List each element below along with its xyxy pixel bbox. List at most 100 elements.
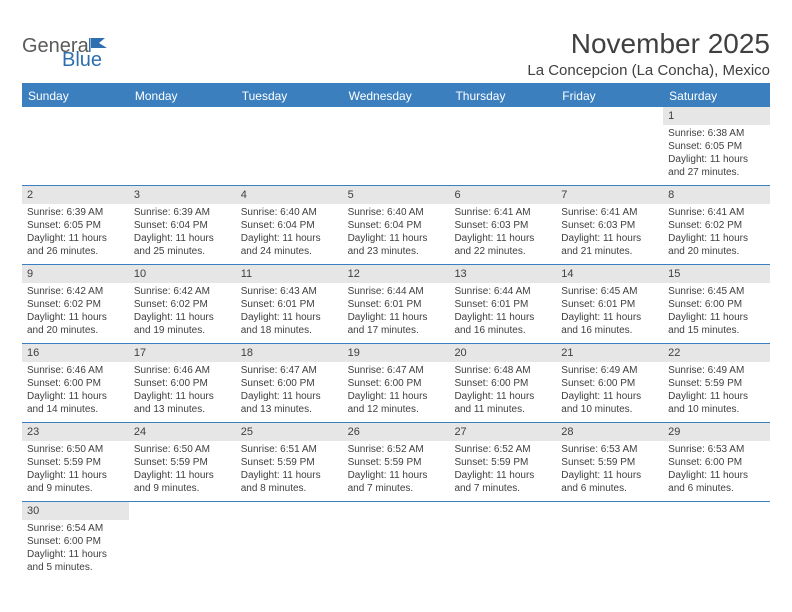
day-number: 11 (236, 265, 343, 283)
day-details: Sunrise: 6:40 AMSunset: 6:04 PMDaylight:… (343, 204, 450, 262)
daylight-text: Daylight: 11 hours and 10 minutes. (668, 390, 765, 416)
daylight-text: Daylight: 11 hours and 20 minutes. (668, 232, 765, 258)
calendar-cell: 9Sunrise: 6:42 AMSunset: 6:02 PMDaylight… (22, 265, 129, 343)
day-number: 25 (236, 423, 343, 441)
day-number: 12 (343, 265, 450, 283)
week-row: 23Sunrise: 6:50 AMSunset: 5:59 PMDayligh… (22, 423, 770, 502)
day-number: 5 (343, 186, 450, 204)
calendar-cell-empty (556, 502, 663, 580)
empty-daynum (449, 107, 556, 125)
day-number: 3 (129, 186, 236, 204)
day-details: Sunrise: 6:48 AMSunset: 6:00 PMDaylight:… (449, 362, 556, 420)
logo: Genera Blue (22, 36, 111, 70)
day-details: Sunrise: 6:39 AMSunset: 6:04 PMDaylight:… (129, 204, 236, 262)
sunrise-text: Sunrise: 6:49 AM (668, 364, 765, 377)
sunset-text: Sunset: 6:00 PM (241, 377, 338, 390)
calendar-cell: 23Sunrise: 6:50 AMSunset: 5:59 PMDayligh… (22, 423, 129, 501)
sunset-text: Sunset: 5:59 PM (561, 456, 658, 469)
sunrise-text: Sunrise: 6:50 AM (27, 443, 124, 456)
day-details: Sunrise: 6:41 AMSunset: 6:02 PMDaylight:… (663, 204, 770, 262)
sunset-text: Sunset: 6:01 PM (454, 298, 551, 311)
calendar-cell: 20Sunrise: 6:48 AMSunset: 6:00 PMDayligh… (449, 344, 556, 422)
sunrise-text: Sunrise: 6:48 AM (454, 364, 551, 377)
day-number: 8 (663, 186, 770, 204)
calendar-cell: 15Sunrise: 6:45 AMSunset: 6:00 PMDayligh… (663, 265, 770, 343)
day-number: 27 (449, 423, 556, 441)
sunset-text: Sunset: 6:00 PM (134, 377, 231, 390)
empty-daynum (22, 107, 129, 125)
calendar-cell: 29Sunrise: 6:53 AMSunset: 6:00 PMDayligh… (663, 423, 770, 501)
calendar-cell: 17Sunrise: 6:46 AMSunset: 6:00 PMDayligh… (129, 344, 236, 422)
day-details: Sunrise: 6:41 AMSunset: 6:03 PMDaylight:… (556, 204, 663, 262)
daylight-text: Daylight: 11 hours and 16 minutes. (454, 311, 551, 337)
calendar-cell: 12Sunrise: 6:44 AMSunset: 6:01 PMDayligh… (343, 265, 450, 343)
empty-daynum (129, 107, 236, 125)
day-number: 13 (449, 265, 556, 283)
day-number: 28 (556, 423, 663, 441)
sunset-text: Sunset: 6:00 PM (27, 535, 124, 548)
calendar-cell: 14Sunrise: 6:45 AMSunset: 6:01 PMDayligh… (556, 265, 663, 343)
sunset-text: Sunset: 6:01 PM (241, 298, 338, 311)
sunset-text: Sunset: 6:00 PM (561, 377, 658, 390)
calendar-cell: 25Sunrise: 6:51 AMSunset: 5:59 PMDayligh… (236, 423, 343, 501)
calendar-cell: 5Sunrise: 6:40 AMSunset: 6:04 PMDaylight… (343, 186, 450, 264)
day-number: 30 (22, 502, 129, 520)
sunrise-text: Sunrise: 6:46 AM (27, 364, 124, 377)
daylight-text: Daylight: 11 hours and 20 minutes. (27, 311, 124, 337)
day-details: Sunrise: 6:50 AMSunset: 5:59 PMDaylight:… (22, 441, 129, 499)
sunrise-text: Sunrise: 6:50 AM (134, 443, 231, 456)
sunrise-text: Sunrise: 6:41 AM (668, 206, 765, 219)
sunrise-text: Sunrise: 6:52 AM (348, 443, 445, 456)
calendar-cell: 11Sunrise: 6:43 AMSunset: 6:01 PMDayligh… (236, 265, 343, 343)
day-number: 9 (22, 265, 129, 283)
calendar-cell: 30Sunrise: 6:54 AMSunset: 6:00 PMDayligh… (22, 502, 129, 580)
day-number: 22 (663, 344, 770, 362)
day-header: Friday (556, 85, 663, 107)
calendar-cell: 3Sunrise: 6:39 AMSunset: 6:04 PMDaylight… (129, 186, 236, 264)
daylight-text: Daylight: 11 hours and 7 minutes. (348, 469, 445, 495)
sunset-text: Sunset: 6:01 PM (348, 298, 445, 311)
day-details: Sunrise: 6:50 AMSunset: 5:59 PMDaylight:… (129, 441, 236, 499)
day-number: 20 (449, 344, 556, 362)
calendar-cell-empty (129, 107, 236, 185)
sunrise-text: Sunrise: 6:43 AM (241, 285, 338, 298)
day-number: 15 (663, 265, 770, 283)
day-number: 18 (236, 344, 343, 362)
calendar-cell-empty (22, 107, 129, 185)
sunrise-text: Sunrise: 6:40 AM (348, 206, 445, 219)
daylight-text: Daylight: 11 hours and 11 minutes. (454, 390, 551, 416)
sunset-text: Sunset: 6:04 PM (348, 219, 445, 232)
day-number: 7 (556, 186, 663, 204)
sunset-text: Sunset: 5:59 PM (241, 456, 338, 469)
day-details: Sunrise: 6:52 AMSunset: 5:59 PMDaylight:… (449, 441, 556, 499)
title-block: November 2025 La Concepcion (La Concha),… (527, 28, 770, 79)
sunset-text: Sunset: 6:02 PM (134, 298, 231, 311)
page-header: Genera Blue November 2025 La Concepcion … (22, 28, 770, 79)
calendar-cell-empty (343, 502, 450, 580)
calendar-cell: 16Sunrise: 6:46 AMSunset: 6:00 PMDayligh… (22, 344, 129, 422)
sunset-text: Sunset: 6:04 PM (241, 219, 338, 232)
daylight-text: Daylight: 11 hours and 23 minutes. (348, 232, 445, 258)
week-row: 16Sunrise: 6:46 AMSunset: 6:00 PMDayligh… (22, 344, 770, 423)
calendar-cell: 2Sunrise: 6:39 AMSunset: 6:05 PMDaylight… (22, 186, 129, 264)
day-details: Sunrise: 6:44 AMSunset: 6:01 PMDaylight:… (343, 283, 450, 341)
calendar-cell: 28Sunrise: 6:53 AMSunset: 5:59 PMDayligh… (556, 423, 663, 501)
weeks-container: 1Sunrise: 6:38 AMSunset: 6:05 PMDaylight… (22, 107, 770, 580)
sunrise-text: Sunrise: 6:41 AM (454, 206, 551, 219)
daylight-text: Daylight: 11 hours and 9 minutes. (134, 469, 231, 495)
sunrise-text: Sunrise: 6:53 AM (561, 443, 658, 456)
sunrise-text: Sunrise: 6:46 AM (134, 364, 231, 377)
day-details: Sunrise: 6:47 AMSunset: 6:00 PMDaylight:… (343, 362, 450, 420)
sunrise-text: Sunrise: 6:47 AM (348, 364, 445, 377)
sunset-text: Sunset: 5:59 PM (134, 456, 231, 469)
calendar-cell-empty (663, 502, 770, 580)
sunset-text: Sunset: 6:02 PM (668, 219, 765, 232)
calendar-cell: 1Sunrise: 6:38 AMSunset: 6:05 PMDaylight… (663, 107, 770, 185)
day-header: Monday (129, 85, 236, 107)
sunset-text: Sunset: 6:04 PM (134, 219, 231, 232)
day-details: Sunrise: 6:51 AMSunset: 5:59 PMDaylight:… (236, 441, 343, 499)
daylight-text: Daylight: 11 hours and 22 minutes. (454, 232, 551, 258)
day-header: Tuesday (236, 85, 343, 107)
day-details: Sunrise: 6:49 AMSunset: 6:00 PMDaylight:… (556, 362, 663, 420)
day-header: Wednesday (343, 85, 450, 107)
